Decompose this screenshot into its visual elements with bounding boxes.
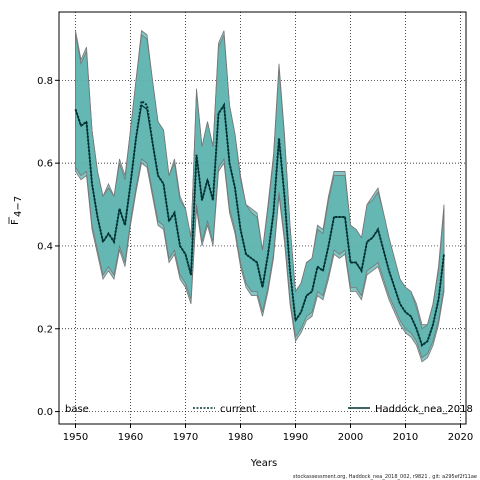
x-tick-label: 1990	[283, 432, 308, 443]
y-tick-label: 0.2	[37, 324, 53, 335]
x-tick-label: 2020	[448, 432, 473, 443]
series-line-haddock-nea-2018	[74, 103, 445, 347]
legend-item-current: current	[220, 404, 256, 415]
y-tick-label: 0.6	[37, 159, 53, 170]
legend: base current Haddock_nea_2018	[65, 404, 473, 415]
plot-frame	[58, 11, 467, 425]
y-axis-label: F 4−7	[8, 196, 24, 225]
band-current	[75, 34, 445, 359]
footer-note: stockassessment.org, Haddock_nea_2018_00…	[293, 474, 477, 480]
y-axis-label-main: F	[10, 219, 21, 225]
x-tick-label: 2000	[338, 432, 363, 443]
x-tick-label: 1950	[63, 432, 88, 443]
series-lines	[74, 99, 445, 347]
y-tick-label: 0.0	[37, 407, 53, 418]
y-axis-label-sub: 4−7	[13, 196, 24, 217]
x-axis-label: Years	[250, 458, 277, 469]
x-tick-label: 2010	[393, 432, 418, 443]
legend-item-haddock: Haddock_nea_2018	[375, 404, 473, 415]
x-tick-label: 1960	[118, 432, 143, 443]
legend-item-base: base	[65, 404, 89, 415]
y-tick-label: 0.4	[37, 241, 53, 252]
x-tick-label: 1980	[228, 432, 253, 443]
confidence-bands	[75, 29, 445, 363]
axis-ticks: 1950 1960 1970 1980 1990 2000 2010 2020 0.0 0.2 0.…	[37, 76, 473, 443]
x-tick-label: 1970	[173, 432, 198, 443]
y-tick-label: 0.8	[37, 76, 53, 87]
grid-lines	[59, 12, 466, 424]
